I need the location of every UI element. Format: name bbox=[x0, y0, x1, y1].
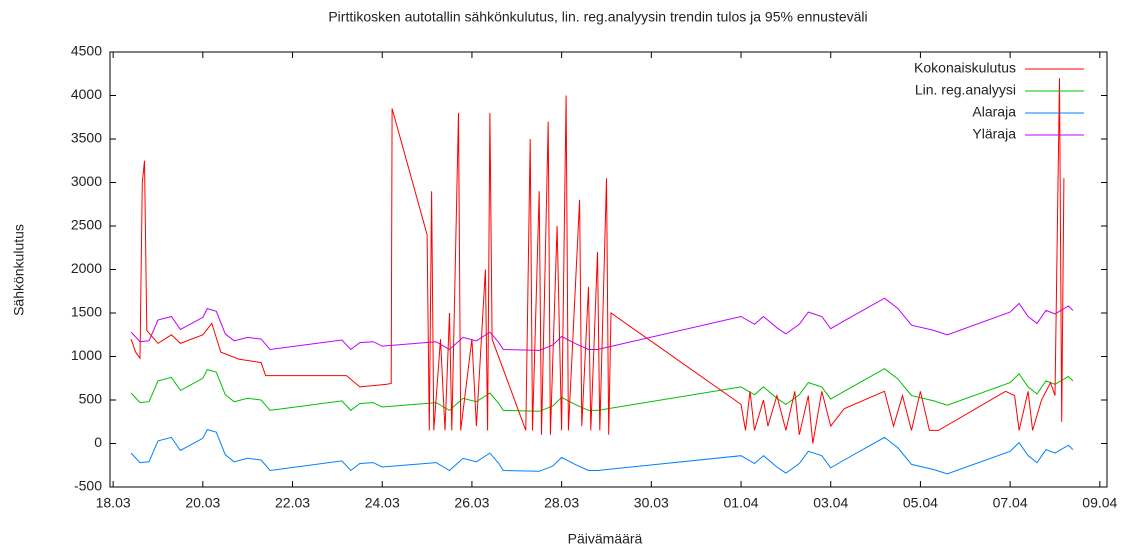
y-tick-label: 4000 bbox=[71, 86, 102, 102]
chart-title: Pirttikosken autotallin sähkönkulutus, l… bbox=[328, 9, 867, 25]
y-tick-label: 1000 bbox=[71, 347, 102, 363]
x-tick-label: 28.03 bbox=[544, 495, 579, 511]
x-tick-label: 22.03 bbox=[275, 495, 310, 511]
y-tick-label: 3000 bbox=[71, 173, 102, 189]
series-line bbox=[130, 429, 1074, 475]
legend-label: Alaraja bbox=[972, 104, 1016, 120]
y-tick-label: 2500 bbox=[71, 217, 102, 233]
series-line bbox=[130, 368, 1074, 412]
x-tick-label: 05.04 bbox=[903, 495, 938, 511]
x-tick-label: 26.03 bbox=[454, 495, 489, 511]
y-tick-label: 0 bbox=[94, 434, 102, 450]
legend-label: Kokonaiskulutus bbox=[914, 60, 1016, 76]
x-axis-label: Päivämäärä bbox=[568, 531, 643, 547]
x-tick-label: 01.04 bbox=[724, 495, 759, 511]
series-line bbox=[130, 78, 1065, 444]
y-tick-label: 1500 bbox=[71, 304, 102, 320]
legend-label: Lin. reg.analyysi bbox=[915, 82, 1016, 98]
y-tick-label: 2000 bbox=[71, 260, 102, 276]
x-tick-label: 07.04 bbox=[993, 495, 1028, 511]
x-tick-label: 24.03 bbox=[365, 495, 400, 511]
x-tick-label: 30.03 bbox=[634, 495, 669, 511]
legend-label: Yläraja bbox=[972, 126, 1016, 142]
y-tick-label: -500 bbox=[74, 478, 102, 494]
series-line bbox=[130, 297, 1074, 351]
x-tick-label: 20.03 bbox=[185, 495, 220, 511]
x-tick-label: 18.03 bbox=[96, 495, 131, 511]
y-tick-label: 500 bbox=[79, 391, 103, 407]
y-tick-label: 4500 bbox=[71, 43, 102, 59]
x-tick-label: 03.04 bbox=[813, 495, 848, 511]
x-tick-label: 09.04 bbox=[1082, 495, 1117, 511]
y-tick-label: 3500 bbox=[71, 130, 102, 146]
y-axis-label: Sähkönkulutus bbox=[11, 224, 27, 316]
